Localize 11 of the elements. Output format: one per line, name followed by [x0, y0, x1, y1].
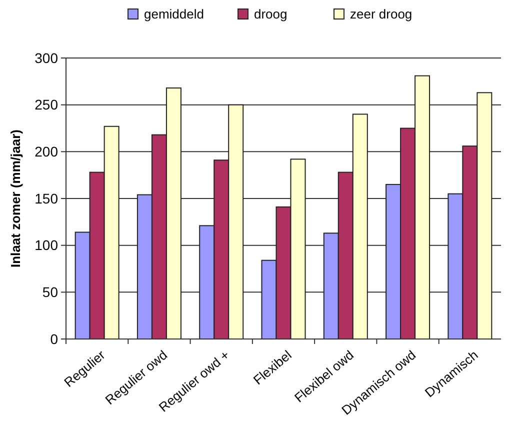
- y-tick-label: 150: [34, 190, 58, 206]
- y-tick-label: 300: [34, 50, 58, 66]
- y-tick-label: 100: [34, 237, 58, 254]
- legend-label: droog: [254, 6, 288, 22]
- y-axis-title: Inlaat zomer (mm/jaar): [8, 130, 23, 268]
- legend-label: gemiddeld: [144, 6, 204, 22]
- y-tick-label: 0: [50, 330, 58, 347]
- y-tick-label: 250: [34, 96, 58, 113]
- y-tick-label: 200: [34, 144, 58, 160]
- legend-label: zeer droog: [350, 6, 412, 22]
- y-tick-label: 50: [42, 284, 58, 300]
